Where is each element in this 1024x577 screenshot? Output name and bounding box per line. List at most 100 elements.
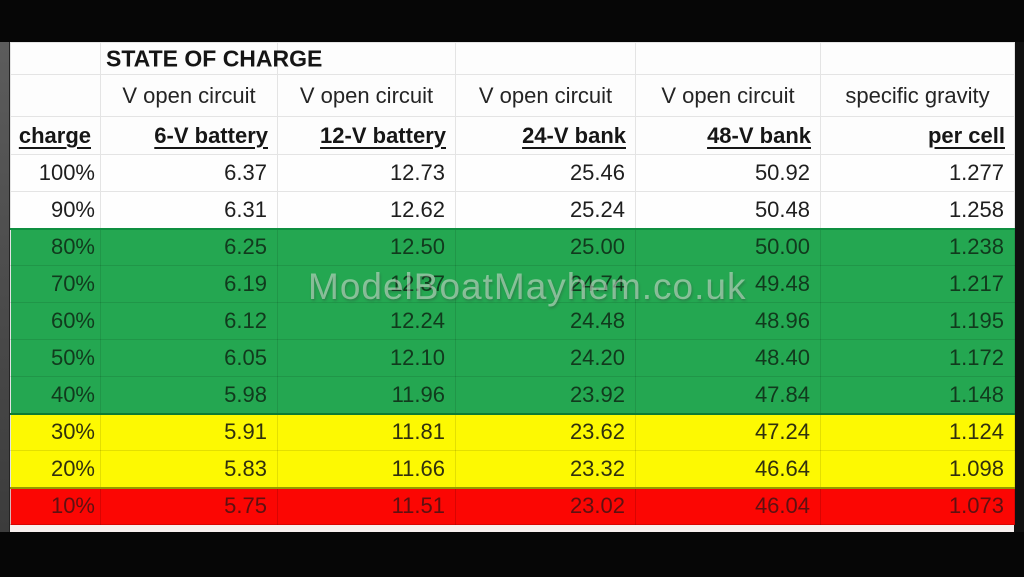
value-cell: 12.37 [277,265,456,303]
value-cell: 46.04 [635,487,821,525]
column-header-12v-battery: 12-V battery [277,116,456,155]
charge-cell: 20% [10,450,101,488]
value-cell: 1.195 [820,302,1015,340]
charge-cell: 90% [10,191,101,229]
value-cell: 6.37 [100,154,278,192]
table-bottom-margin [10,524,1014,532]
charge-cell: 100% [10,154,101,192]
value-cell: 23.02 [455,487,636,525]
value-cell: 5.91 [100,413,278,451]
value-cell: 46.64 [635,450,821,488]
value-cell: 50.00 [635,228,821,266]
table-row: 50% 6.05 12.10 24.20 48.40 1.172 [10,339,1015,377]
value-cell: 23.32 [455,450,636,488]
table-row: 30% 5.91 11.81 23.62 47.24 1.124 [10,413,1015,451]
value-cell: 24.74 [455,265,636,303]
value-cell: 48.40 [635,339,821,377]
table-title-cell: STATE OF CHARGE [100,42,322,75]
value-cell: 49.48 [635,265,821,303]
value-cell: 5.98 [100,376,278,414]
empty-cell [820,42,1015,75]
charge-cell: 70% [10,265,101,303]
subheader-v-open-circuit-6v: V open circuit [100,74,278,117]
table-row: 90% 6.31 12.62 25.24 50.48 1.258 [10,191,1015,229]
value-cell: 24.20 [455,339,636,377]
value-cell: 25.24 [455,191,636,229]
charge-cell: 60% [10,302,101,340]
left-edge-strip [0,42,10,532]
charge-cell: 10% [10,487,101,525]
value-cell: 23.92 [455,376,636,414]
table-row: 100% 6.37 12.73 25.46 50.92 1.277 [10,154,1015,192]
column-header-24v-bank: 24-V bank [455,116,636,155]
state-of-charge-table: STATE OF CHARGE V open circuit V open ci… [10,42,1015,525]
table-title: STATE OF CHARGE [106,45,323,71]
value-cell: 12.10 [277,339,456,377]
value-cell: 6.05 [100,339,278,377]
value-cell: 11.66 [277,450,456,488]
value-cell: 6.31 [100,191,278,229]
soc-table: STATE OF CHARGE V open circuit V open ci… [10,42,1015,525]
value-cell: 12.62 [277,191,456,229]
value-cell: 11.81 [277,413,456,451]
charge-cell: 30% [10,413,101,451]
letterbox-top-bar [0,0,1024,42]
table-row: 20% 5.83 11.66 23.32 46.64 1.098 [10,450,1015,488]
value-cell: 24.48 [455,302,636,340]
column-header-per-cell: per cell [820,116,1015,155]
subheader-specific-gravity: specific gravity [820,74,1015,117]
charge-cell: 50% [10,339,101,377]
value-cell: 1.073 [820,487,1015,525]
value-cell: 47.84 [635,376,821,414]
value-cell: 23.62 [455,413,636,451]
table-body: 100% 6.37 12.73 25.46 50.92 1.277 90% 6.31 12.62… [10,154,1015,525]
table-row: 10% 5.75 11.51 23.02 46.04 1.073 [10,487,1015,525]
value-cell: 1.238 [820,228,1015,266]
value-cell: 48.96 [635,302,821,340]
value-cell: 6.25 [100,228,278,266]
charge-cell: 80% [10,228,101,266]
value-cell: 50.48 [635,191,821,229]
value-cell: 5.83 [100,450,278,488]
value-cell: 1.217 [820,265,1015,303]
value-cell: 6.19 [100,265,278,303]
subheader-v-open-circuit-24v: V open circuit [455,74,636,117]
title-row: STATE OF CHARGE [10,42,1015,75]
column-header-charge: charge [10,116,101,155]
value-cell: 25.00 [455,228,636,266]
letterbox-bottom-bar [0,532,1024,577]
value-cell: 1.172 [820,339,1015,377]
table-row: 60% 6.12 12.24 24.48 48.96 1.195 [10,302,1015,340]
value-cell: 5.75 [100,487,278,525]
empty-cell [10,42,101,75]
value-cell: 47.24 [635,413,821,451]
value-cell: 12.24 [277,302,456,340]
empty-cell [455,42,636,75]
value-cell: 1.258 [820,191,1015,229]
value-cell: 25.46 [455,154,636,192]
column-header-48v-bank: 48-V bank [635,116,821,155]
value-cell: 12.73 [277,154,456,192]
value-cell: 11.51 [277,487,456,525]
value-cell: 11.96 [277,376,456,414]
table-row: 40% 5.98 11.96 23.92 47.84 1.148 [10,376,1015,414]
right-edge-strip [1014,42,1024,532]
empty-cell [635,42,821,75]
value-cell: 1.277 [820,154,1015,192]
column-names-row: charge 6-V battery 12-V battery 24-V ban… [10,116,1015,155]
subheader-v-open-circuit-12v: V open circuit [277,74,456,117]
value-cell: 12.50 [277,228,456,266]
subheader-v-open-circuit-48v: V open circuit [635,74,821,117]
value-cell: 6.12 [100,302,278,340]
column-header-6v-battery: 6-V battery [100,116,278,155]
subheader-row: V open circuit V open circuit V open cir… [10,74,1015,117]
empty-cell [10,74,101,117]
value-cell: 1.098 [820,450,1015,488]
empty-cell [277,42,456,75]
charge-cell: 40% [10,376,101,414]
value-cell: 1.124 [820,413,1015,451]
value-cell: 50.92 [635,154,821,192]
value-cell: 1.148 [820,376,1015,414]
table-row: 80% 6.25 12.50 25.00 50.00 1.238 [10,228,1015,266]
